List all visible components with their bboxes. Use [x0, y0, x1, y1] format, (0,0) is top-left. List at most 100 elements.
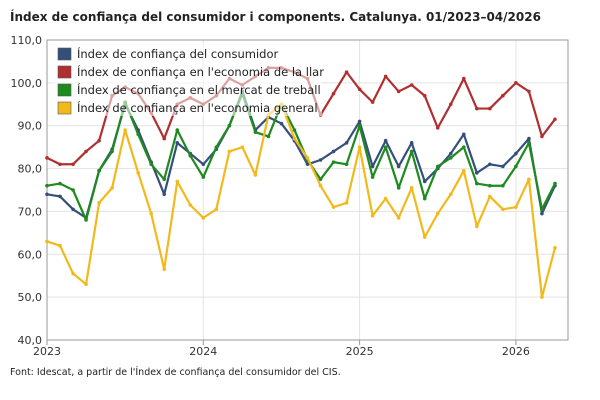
data-point: [331, 205, 336, 209]
data-point: [435, 164, 440, 169]
data-point: [344, 201, 349, 205]
legend-entry: Índex de confiança en l'economia de la l…: [77, 64, 324, 79]
data-point: [422, 93, 427, 98]
data-point: [475, 171, 479, 175]
data-point: [540, 295, 544, 299]
legend-swatch: [57, 101, 72, 115]
data-point: [553, 246, 557, 250]
data-point: [266, 134, 271, 139]
data-point: [110, 186, 114, 190]
y-tick-label: 100,0: [11, 77, 43, 90]
data-point: [422, 179, 427, 184]
data-point: [214, 207, 219, 212]
data-point: [305, 162, 310, 167]
data-point: [97, 138, 101, 143]
data-point: [253, 173, 258, 177]
data-point: [71, 271, 75, 276]
data-point: [318, 177, 323, 182]
data-point: [97, 168, 101, 173]
data-point: [488, 183, 492, 188]
legend-swatch: [57, 47, 72, 61]
data-point: [448, 102, 453, 107]
legend-swatch: [57, 65, 72, 79]
data-point: [501, 207, 505, 212]
source-note: Font: Idescat, a partir de l'Índex de co…: [10, 367, 341, 378]
data-point: [462, 76, 466, 81]
x-tick-label: 2025: [346, 345, 374, 358]
data-point: [409, 149, 414, 154]
y-tick-label: 70,0: [18, 205, 43, 218]
chart-title: Índex de confiança del consumidor i comp…: [10, 10, 541, 24]
data-point: [162, 267, 167, 272]
data-point: [357, 145, 362, 149]
data-point: [462, 168, 466, 173]
data-point: [123, 128, 127, 132]
y-tick-label: 40,0: [18, 334, 43, 347]
data-point: [45, 156, 49, 160]
data-point: [475, 224, 479, 229]
data-point: [501, 164, 505, 169]
data-point: [462, 132, 466, 137]
data-point: [370, 100, 375, 104]
data-point: [292, 128, 297, 132]
data-point: [58, 162, 62, 167]
data-point: [514, 164, 518, 169]
data-point: [448, 192, 453, 197]
data-point: [553, 181, 557, 186]
data-point: [305, 156, 310, 160]
data-point: [540, 134, 544, 139]
data-point: [149, 211, 153, 216]
legend-background: [52, 44, 322, 116]
data-point: [527, 141, 531, 145]
y-tick-label: 50,0: [18, 291, 43, 304]
series-line-4: [46, 103, 557, 299]
data-point: [201, 162, 206, 167]
data-point: [514, 151, 518, 156]
y-tick-label: 80,0: [18, 163, 43, 176]
data-point: [540, 207, 544, 212]
data-point: [462, 145, 466, 149]
data-point: [488, 106, 492, 111]
data-point: [475, 106, 479, 111]
data-point: [45, 183, 49, 188]
data-point: [58, 194, 62, 199]
data-point: [188, 203, 193, 207]
data-point: [331, 149, 336, 154]
data-point: [318, 158, 323, 162]
data-point: [331, 91, 336, 96]
data-point: [448, 156, 453, 160]
data-point: [357, 119, 362, 124]
data-point: [488, 162, 492, 167]
data-point: [396, 216, 401, 220]
data-point: [292, 136, 297, 141]
data-point: [514, 81, 518, 85]
legend: Índex de confiança del consumidor Índex d…: [52, 44, 324, 116]
data-point: [435, 211, 440, 216]
data-point: [162, 177, 167, 182]
y-tick-label: 90,0: [18, 120, 43, 133]
data-point: [136, 171, 140, 175]
data-point: [58, 181, 62, 186]
data-point: [149, 162, 153, 167]
data-point: [488, 194, 492, 199]
data-point: [58, 243, 62, 248]
data-point: [409, 141, 414, 145]
data-point: [227, 123, 232, 128]
data-point: [162, 192, 167, 197]
data-point: [110, 149, 114, 154]
data-point: [527, 89, 531, 94]
plot-frame: [46, 39, 569, 341]
data-point: [214, 145, 219, 149]
data-point: [318, 183, 323, 188]
data-point: [422, 196, 427, 201]
data-point: [448, 151, 453, 156]
data-point: [396, 186, 401, 190]
data-point: [409, 186, 414, 190]
data-point: [514, 205, 518, 209]
data-point: [344, 162, 349, 167]
data-point: [45, 239, 49, 244]
data-point: [240, 145, 245, 149]
data-point: [162, 136, 167, 141]
data-point: [357, 87, 362, 92]
